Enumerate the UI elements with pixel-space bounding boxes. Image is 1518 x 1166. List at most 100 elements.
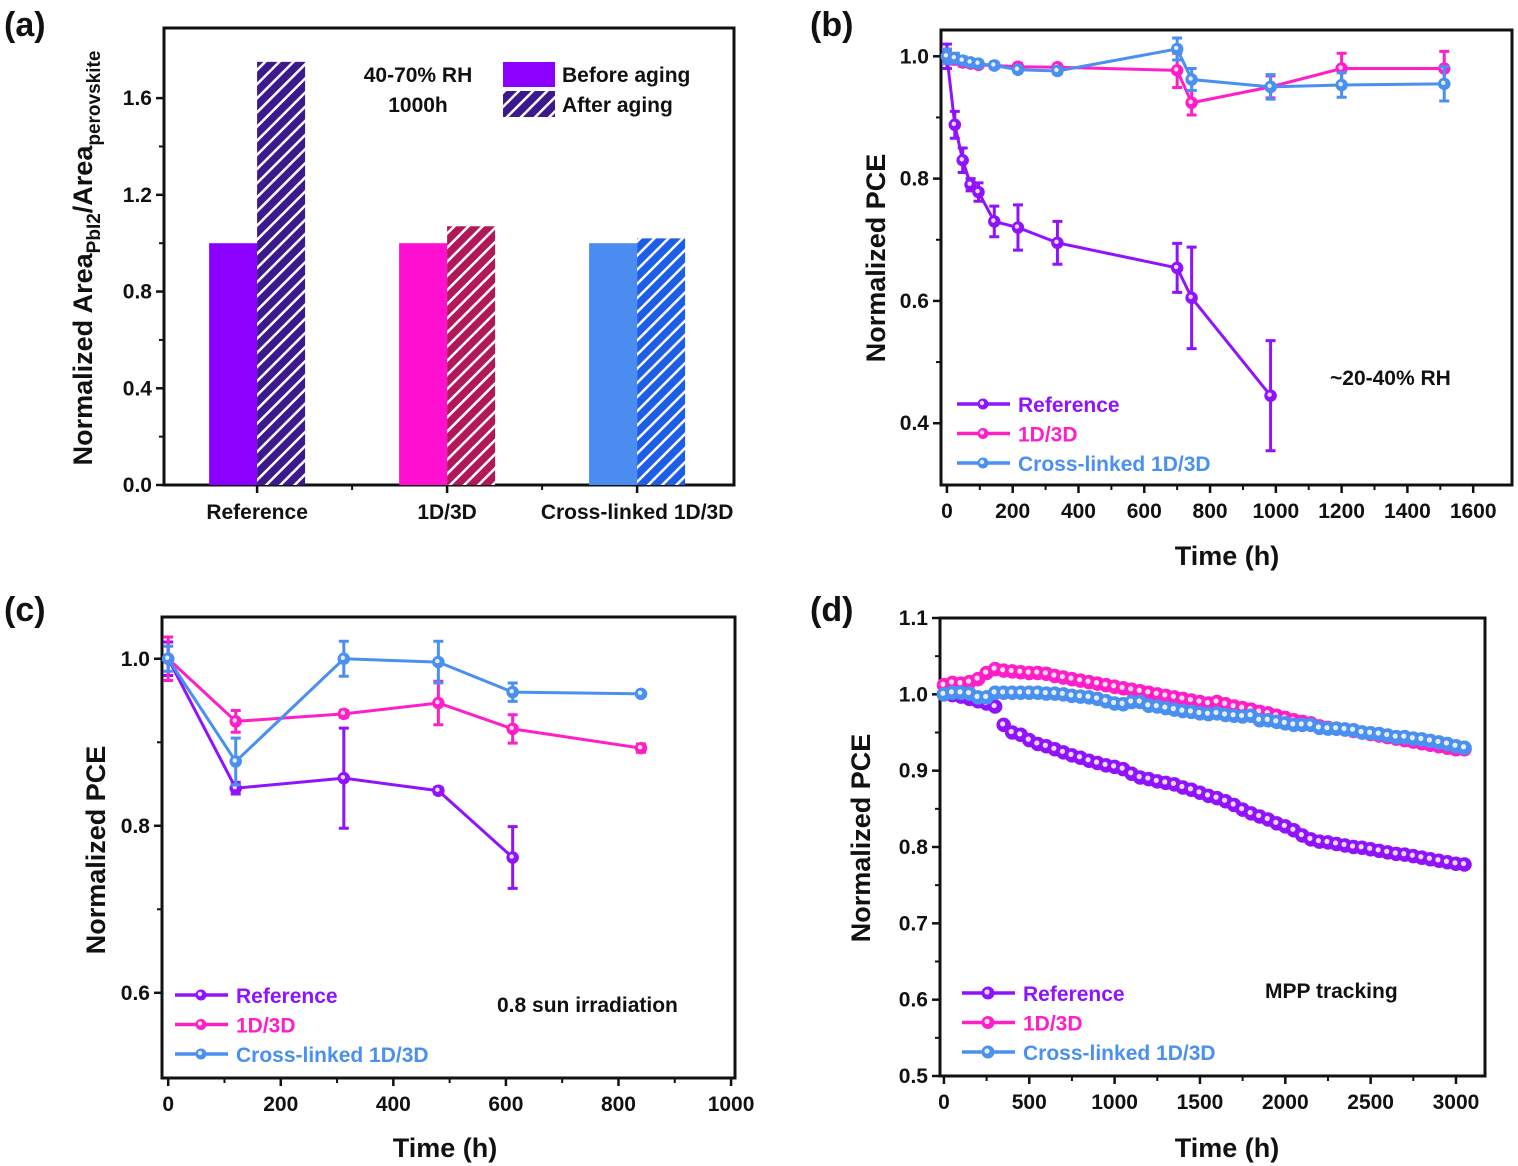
- data-point-highlight: [1153, 690, 1159, 696]
- data-point-highlight: [1042, 670, 1048, 676]
- data-point-highlight: [1341, 841, 1347, 848]
- data-point-highlight: [1179, 695, 1185, 701]
- panel-label: (d): [810, 591, 853, 629]
- y-tick-label: 0.8: [121, 815, 151, 838]
- data-point-highlight: [1034, 740, 1040, 746]
- data-point-highlight: [1221, 700, 1228, 706]
- y-tick-label: 0.8: [900, 168, 930, 191]
- data-point-highlight: [1136, 698, 1142, 704]
- data-point-highlight: [1290, 826, 1296, 832]
- x-tick-label: 200: [995, 500, 1030, 523]
- x-tick-label: 400: [376, 1093, 411, 1116]
- data-point-highlight: [991, 689, 997, 695]
- data-point-highlight: [1273, 718, 1279, 724]
- y-axis-label: Normalized PCE: [846, 734, 876, 943]
- data-point-highlight: [1443, 858, 1450, 864]
- data-point-highlight: [1034, 669, 1040, 675]
- x-tick-label: 2000: [1262, 1091, 1309, 1114]
- data-point-highlight: [1332, 840, 1339, 846]
- data-point-highlight: [1042, 742, 1048, 748]
- data-point-highlight: [1179, 707, 1185, 713]
- data-point-highlight: [1239, 805, 1245, 812]
- legend-label: 1D/3D: [236, 1015, 296, 1038]
- data-point-highlight: [1315, 724, 1322, 730]
- bar-after-aging: [637, 238, 686, 485]
- data-point-highlight: [1358, 844, 1364, 850]
- data-point-highlight: [1375, 847, 1381, 853]
- data-point-highlight: [1375, 730, 1381, 736]
- series-line: [167, 657, 642, 750]
- data-point-highlight: [1119, 684, 1125, 690]
- data-point-highlight: [1435, 857, 1441, 863]
- data-point-highlight: [340, 655, 346, 660]
- legend-swatch-after: [503, 91, 555, 117]
- data-point-highlight: [1000, 667, 1006, 673]
- bar-before-aging: [209, 243, 258, 485]
- data-point-highlight: [1119, 765, 1125, 771]
- data-point-highlight: [1187, 786, 1194, 792]
- y-tick-label: 1.0: [899, 683, 928, 706]
- data-point-highlight: [991, 702, 997, 709]
- y-axis-label-subscript: perovskite: [84, 51, 105, 146]
- data-point-highlight: [1409, 852, 1415, 858]
- x-tick-label: 1000: [1252, 500, 1299, 523]
- data-point-highlight: [509, 725, 514, 731]
- data-point-highlight: [967, 59, 972, 64]
- data-point-highlight: [1187, 708, 1194, 714]
- data-point-highlight: [164, 655, 170, 660]
- legend-marker-highlight: [984, 1048, 990, 1054]
- legend-marker-highlight: [979, 459, 985, 465]
- data-point-highlight: [1119, 700, 1125, 706]
- data-point-highlight: [1384, 848, 1390, 854]
- data-point-highlight: [1384, 731, 1390, 738]
- data-point-highlight: [948, 679, 955, 685]
- data-point-highlight: [1059, 748, 1066, 754]
- bar-after-aging: [257, 61, 306, 485]
- legend-label: Cross-linked 1D/3D: [1018, 453, 1211, 476]
- data-point-highlight: [1460, 860, 1467, 867]
- data-point-highlight: [1307, 835, 1313, 841]
- data-point-highlight: [991, 62, 996, 67]
- data-point-highlight: [1418, 854, 1424, 860]
- annotation: MPP tracking: [1265, 980, 1398, 1003]
- series-cross-linked-1d-3d: [940, 36, 1451, 103]
- data-point-highlight: [965, 678, 972, 684]
- data-point-highlight: [982, 669, 989, 675]
- data-point-highlight: [1034, 689, 1040, 695]
- data-point-highlight: [232, 718, 237, 723]
- data-point-highlight: [957, 689, 963, 695]
- data-point-highlight: [1128, 770, 1134, 776]
- data-point-highlight: [1076, 676, 1083, 683]
- data-point-highlight: [1008, 728, 1014, 735]
- data-point-highlight: [1256, 812, 1262, 819]
- data-point-highlight: [1298, 721, 1304, 727]
- bar-before-aging: [399, 243, 448, 485]
- y-tick-label: 1.0: [121, 648, 150, 671]
- y-tick-label: 0.7: [899, 912, 928, 935]
- data-point-highlight: [1367, 729, 1373, 735]
- data-point-highlight: [1188, 99, 1193, 104]
- data-point-highlight: [1136, 687, 1142, 693]
- data-point-highlight: [637, 744, 643, 750]
- data-point-highlight: [1418, 735, 1424, 741]
- data-point-highlight: [1173, 264, 1179, 270]
- data-point-highlight: [1204, 699, 1211, 706]
- data-point-highlight: [1111, 763, 1117, 769]
- data-point-highlight: [1145, 689, 1151, 695]
- data-point-highlight: [1338, 65, 1343, 70]
- data-point-highlight: [1085, 693, 1091, 699]
- data-point-highlight: [509, 688, 514, 694]
- series-reference: [161, 640, 519, 890]
- data-point-highlight: [1093, 680, 1100, 686]
- data-point-highlight: [1298, 831, 1304, 838]
- annotation: ~20-40% RH: [1330, 367, 1451, 390]
- y-axis-label: Normalized PCE: [81, 746, 111, 955]
- legend-label: Cross-linked 1D/3D: [1023, 1042, 1216, 1065]
- bar-before-aging: [589, 243, 638, 485]
- data-point-highlight: [967, 181, 972, 186]
- data-point-highlight: [1426, 855, 1432, 861]
- data-point-highlight: [1170, 706, 1176, 712]
- data-point-highlight: [1068, 675, 1074, 681]
- series-cross-linked-1d-3d: [161, 639, 648, 787]
- y-tick-label: 1.0: [900, 45, 929, 68]
